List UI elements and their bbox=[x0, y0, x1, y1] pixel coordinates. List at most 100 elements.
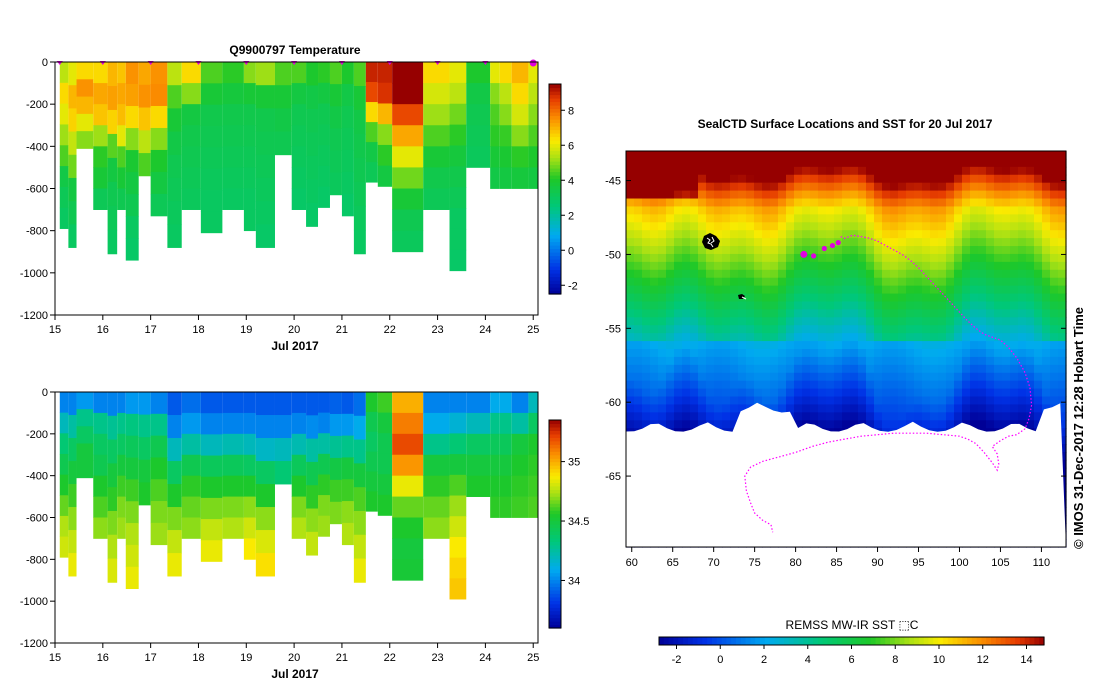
colorbar-tick-label: 2 bbox=[568, 210, 574, 222]
sst-cell bbox=[666, 309, 675, 318]
profile-cell bbox=[329, 479, 342, 503]
colorbar-segment bbox=[549, 562, 561, 567]
sst-cell bbox=[1018, 246, 1027, 255]
sst-cell bbox=[978, 174, 987, 184]
sst-cell bbox=[714, 309, 723, 318]
sst-cell bbox=[1026, 349, 1035, 358]
sst-cell bbox=[1034, 230, 1043, 239]
sst-cell bbox=[810, 341, 819, 350]
y-tick-label: -1200 bbox=[20, 310, 48, 322]
sst-cell bbox=[682, 412, 691, 421]
sst-cell bbox=[874, 388, 883, 398]
sst-cell bbox=[650, 317, 659, 326]
x-tick-label: 16 bbox=[97, 324, 109, 336]
sst-cell bbox=[722, 238, 731, 247]
sst-cell bbox=[794, 404, 803, 413]
sst-cell bbox=[674, 333, 683, 342]
sst-cell bbox=[898, 206, 907, 215]
profile-cell bbox=[353, 392, 366, 417]
sst-cell bbox=[978, 253, 987, 263]
sst-cell bbox=[962, 214, 971, 223]
sst-cell bbox=[946, 349, 955, 358]
sst-cell bbox=[658, 364, 667, 374]
sst-cell bbox=[962, 277, 971, 287]
sst-cell bbox=[986, 230, 995, 239]
sst-cell bbox=[906, 182, 915, 192]
sst-cell bbox=[978, 285, 987, 295]
colorbar-segment bbox=[549, 290, 561, 295]
sst-cell bbox=[938, 151, 947, 160]
colorbar-segment bbox=[549, 621, 561, 626]
sst-cell bbox=[770, 301, 779, 310]
profile-cell bbox=[392, 104, 424, 126]
colorbar-segment bbox=[549, 593, 561, 598]
sst-cell bbox=[730, 341, 739, 350]
profile-cell bbox=[59, 103, 69, 125]
sst-cell bbox=[1058, 325, 1067, 334]
sst-cell bbox=[1010, 230, 1019, 239]
sst-cell bbox=[666, 420, 675, 429]
sst-cell bbox=[914, 364, 923, 374]
sst-cell bbox=[890, 372, 899, 382]
sst-cell bbox=[1042, 277, 1051, 287]
profile-cell bbox=[353, 181, 366, 207]
sst-cell bbox=[810, 356, 819, 366]
sst-cell bbox=[954, 166, 963, 176]
colorbar-segment bbox=[549, 266, 561, 271]
sst-cell bbox=[826, 238, 835, 247]
sst-cell bbox=[658, 230, 667, 239]
colorbar-tick-label: 6 bbox=[568, 140, 574, 152]
kerguelen-island-detail bbox=[706, 236, 715, 248]
sst-cell bbox=[986, 182, 995, 192]
sst-cell bbox=[1026, 198, 1035, 208]
sst-cell bbox=[658, 158, 667, 168]
sst-cell bbox=[634, 158, 643, 168]
x-tick-label: 18 bbox=[192, 652, 204, 664]
sst-cell bbox=[898, 404, 907, 413]
sst-cell bbox=[962, 285, 971, 295]
sst-cell bbox=[906, 293, 915, 303]
sst-colorbar-segment bbox=[813, 637, 819, 645]
sst-cell bbox=[970, 214, 979, 223]
sst-cell bbox=[714, 166, 723, 176]
x-tick-label: 24 bbox=[479, 652, 491, 664]
sst-cell bbox=[906, 166, 915, 176]
sst-cell bbox=[1002, 230, 1011, 239]
sst-cell bbox=[674, 341, 683, 350]
sst-cell bbox=[1050, 190, 1059, 200]
sst-cell bbox=[666, 206, 675, 215]
colorbar-segment bbox=[549, 565, 561, 570]
sst-cell bbox=[770, 214, 779, 223]
sst-cell bbox=[914, 253, 923, 263]
sst-cell bbox=[946, 412, 955, 421]
sst-cell bbox=[882, 412, 891, 421]
profile-cell bbox=[449, 62, 467, 84]
sst-cell bbox=[762, 222, 771, 231]
sst-cell bbox=[850, 261, 859, 271]
sst-cell bbox=[770, 285, 779, 295]
sst-cell bbox=[802, 396, 811, 406]
sst-cell bbox=[682, 388, 691, 398]
sst-cell bbox=[1018, 261, 1027, 271]
sst-cell bbox=[794, 364, 803, 374]
sst-cell bbox=[1042, 404, 1051, 413]
profile-cell bbox=[93, 167, 108, 189]
sst-cell bbox=[674, 261, 683, 271]
profile-cell bbox=[222, 412, 244, 435]
sst-cell bbox=[690, 158, 699, 168]
sst-cell bbox=[922, 325, 931, 334]
sst-colorbar-segment bbox=[856, 637, 862, 645]
sst-cell bbox=[802, 372, 811, 382]
sst-cell bbox=[642, 333, 651, 342]
sst-cell bbox=[1042, 309, 1051, 318]
profile-cell bbox=[466, 104, 491, 126]
profile-cell bbox=[150, 62, 168, 85]
sst-cell bbox=[682, 151, 691, 160]
sst-cell bbox=[1034, 206, 1043, 215]
sst-cell bbox=[874, 253, 883, 263]
profile-cell bbox=[329, 128, 342, 151]
profile-cell bbox=[200, 147, 223, 170]
colorbar-segment bbox=[549, 555, 561, 560]
sst-cell bbox=[1042, 182, 1051, 192]
sst-cell bbox=[802, 198, 811, 208]
